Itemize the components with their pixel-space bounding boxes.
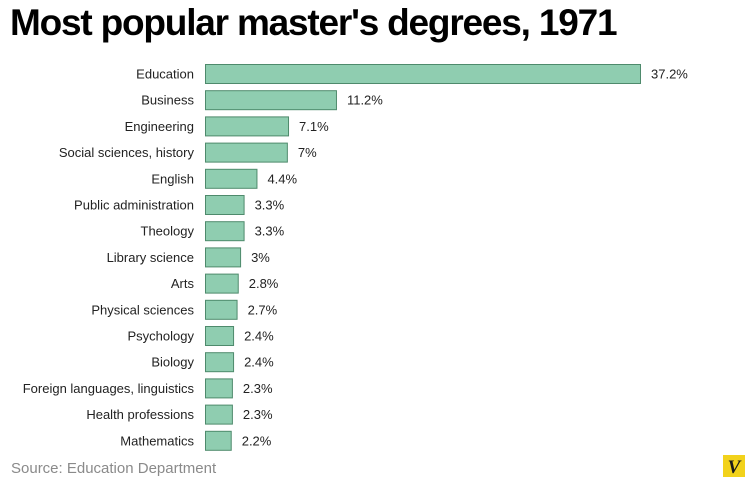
value-label: 2.4% — [244, 329, 274, 344]
category-label: Mathematics — [120, 433, 194, 448]
category-label: English — [151, 171, 194, 186]
bar — [205, 378, 233, 399]
source-note: Source: Education Department — [11, 460, 217, 477]
category-label: Physical sciences — [91, 302, 194, 317]
value-label: 3.3% — [255, 198, 285, 213]
category-label: Library science — [107, 250, 194, 265]
bar — [205, 326, 235, 346]
value-label: 2.3% — [243, 407, 273, 422]
bar — [205, 273, 239, 294]
value-label: 11.2% — [347, 93, 383, 108]
bar — [205, 90, 337, 111]
bar — [205, 142, 288, 163]
bar — [205, 247, 242, 268]
bar — [205, 404, 233, 425]
value-label: 2.4% — [244, 355, 274, 370]
value-label: 2.2% — [242, 433, 272, 448]
category-label: Foreign languages, linguistics — [23, 381, 195, 396]
category-label: Education — [136, 67, 194, 82]
value-label: 3.3% — [255, 224, 285, 239]
category-label: Arts — [171, 276, 195, 291]
value-label: 2.8% — [249, 276, 279, 291]
value-label: 2.3% — [243, 381, 273, 396]
value-label: 7% — [298, 145, 317, 160]
vox-logo-icon: V — [723, 455, 745, 477]
category-label: Business — [141, 93, 194, 108]
bar — [205, 221, 245, 242]
bar — [205, 64, 641, 84]
category-label: Social sciences, history — [59, 145, 195, 160]
bar — [205, 168, 258, 189]
bar — [205, 430, 232, 451]
value-label: 2.7% — [248, 302, 278, 317]
bar — [205, 299, 238, 320]
category-label: Public administration — [74, 198, 194, 213]
category-label: Theology — [141, 224, 195, 239]
bar — [205, 195, 245, 215]
value-label: 4.4% — [267, 171, 297, 186]
category-label: Health professions — [86, 407, 194, 422]
category-label: Biology — [151, 355, 194, 370]
bar — [205, 352, 235, 373]
value-label: 7.1% — [299, 119, 329, 134]
value-label: 3% — [251, 250, 270, 265]
logo-letter: V — [728, 457, 742, 477]
value-label: 37.2% — [651, 67, 688, 82]
category-label: Psychology — [128, 329, 195, 344]
logo-background — [723, 455, 745, 477]
chart-title: Most popular master's degrees, 1971 — [10, 2, 618, 43]
category-label: Engineering — [125, 119, 194, 134]
bar — [205, 116, 290, 137]
